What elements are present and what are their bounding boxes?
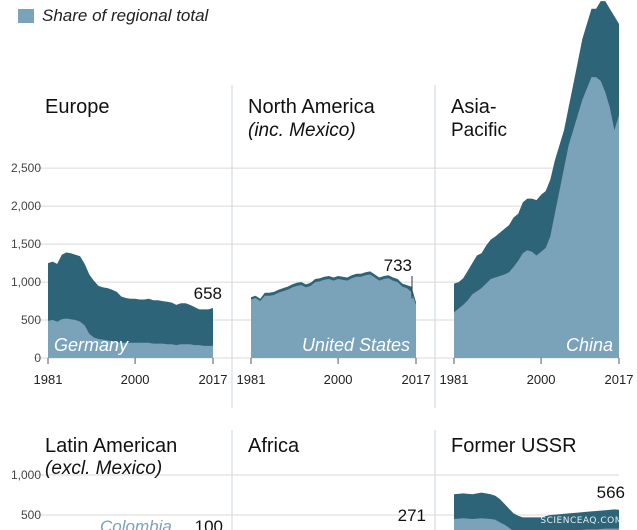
x-tick-label: 2017 <box>199 372 228 387</box>
chart-title: Europe <box>45 96 110 118</box>
y-tick-label: 1,000 <box>11 468 41 482</box>
area-series-share <box>48 318 213 358</box>
legend: Share of regional total <box>18 6 208 26</box>
chart-title: Former USSR <box>451 435 577 457</box>
chart-title: Africa <box>248 435 300 457</box>
x-tick-label: 1981 <box>237 372 266 387</box>
chart-former-ussr <box>454 492 619 530</box>
share-label: China <box>566 335 613 355</box>
share-label: Germany <box>54 335 129 355</box>
end-value-label: 271 <box>398 506 426 525</box>
y-tick-label: 500 <box>21 508 41 522</box>
x-tick-label: 2017 <box>605 372 634 387</box>
area-series-total <box>48 252 213 358</box>
watermark: SCIENCEAQ.COM <box>540 516 623 526</box>
x-tick-label: 2000 <box>527 372 556 387</box>
y-tick-label: 2,000 <box>11 199 41 213</box>
chart-asia <box>454 1 619 358</box>
y-tick-label: 2,500 <box>11 161 41 175</box>
y-tick-label: 1,000 <box>11 275 41 289</box>
chart-title: North America <box>248 96 376 118</box>
y-tick-label: 0 <box>34 351 41 365</box>
x-tick-label: 1981 <box>440 372 469 387</box>
end-value-label: 733 <box>384 256 412 275</box>
chart-title: Latin American <box>45 435 177 457</box>
share-label: Colombia <box>100 517 172 530</box>
chart-title: Asia- <box>451 96 497 118</box>
end-value-label: 658 <box>194 284 222 303</box>
y-tick-label: 1,500 <box>11 237 41 251</box>
legend-label: Share of regional total <box>42 6 209 25</box>
chart-subtitle: (inc. Mexico) <box>248 120 356 141</box>
legend-swatch <box>18 9 34 23</box>
end-value-label: 566 <box>597 483 625 502</box>
area-series-share <box>454 518 619 530</box>
area-series-share <box>454 77 619 358</box>
x-tick-label: 2000 <box>121 372 150 387</box>
chart-subtitle: Pacific <box>451 120 507 141</box>
x-tick-label: 2000 <box>324 372 353 387</box>
chart-europe <box>48 252 213 358</box>
x-tick-label: 2017 <box>402 372 431 387</box>
share-label: United States <box>302 335 410 355</box>
x-tick-label: 1981 <box>34 372 63 387</box>
y-tick-label: 500 <box>21 313 41 327</box>
area-series-share <box>251 274 416 358</box>
chart-north-america <box>251 271 416 358</box>
chart-subtitle: (excl. Mexico) <box>45 458 162 479</box>
end-value-label: 100 <box>195 517 223 530</box>
